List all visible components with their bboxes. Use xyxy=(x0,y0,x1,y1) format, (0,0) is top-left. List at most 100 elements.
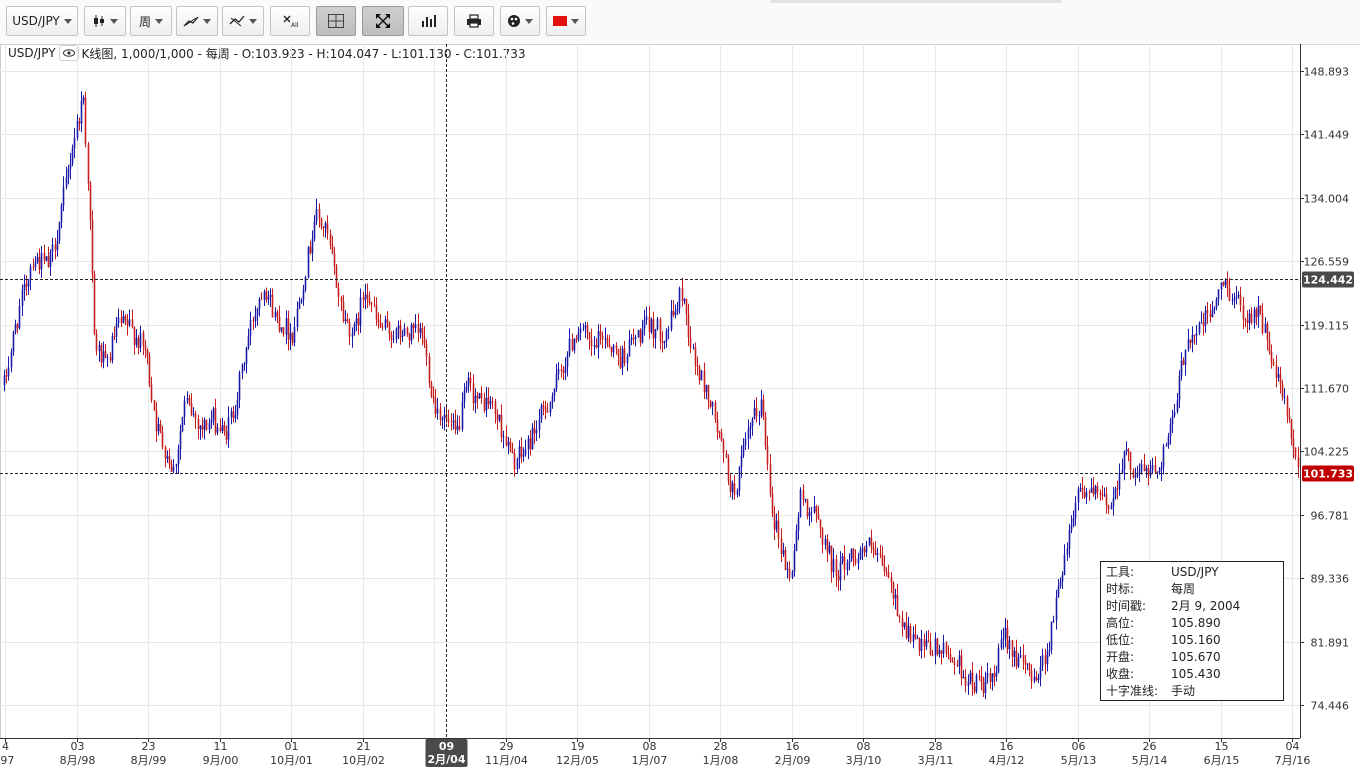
candlestick-icon xyxy=(94,15,104,27)
candle-body xyxy=(254,315,257,322)
indicators-dropdown[interactable] xyxy=(176,6,218,36)
candle-body xyxy=(918,638,921,652)
candle-body xyxy=(736,490,739,495)
x-tick-day: 28 xyxy=(929,740,943,753)
candle-body xyxy=(925,640,928,647)
candle-body xyxy=(639,330,642,343)
candle-body xyxy=(100,345,103,363)
candle-body xyxy=(124,316,127,321)
info-details: K线图, 1,000/1,000 - 每周 - O:103.923 - H:10… xyxy=(81,46,526,61)
candle-body xyxy=(120,317,123,323)
candle-body xyxy=(575,339,578,340)
candle-body xyxy=(1061,575,1064,582)
candle-body xyxy=(1017,657,1020,667)
candle-body xyxy=(1125,449,1128,452)
candle-body xyxy=(21,290,24,306)
candle-body xyxy=(412,324,415,328)
candle-body xyxy=(513,453,516,470)
candle-body xyxy=(630,338,633,340)
candle-body xyxy=(359,297,362,326)
candle-body xyxy=(920,639,923,651)
price-chart[interactable]: 148.893 141.449 134.004 126.559 119.115 111.6… xyxy=(0,44,1360,768)
candle-body xyxy=(392,339,395,340)
candle-body xyxy=(1107,505,1110,510)
candle-body xyxy=(201,425,204,430)
tooltip-row: 十字准线: 手动 xyxy=(1106,683,1283,700)
chevron-down-icon xyxy=(63,18,72,24)
candle-body xyxy=(1182,360,1185,365)
candle-body xyxy=(670,310,673,330)
candle-body xyxy=(1088,491,1091,493)
candle-body xyxy=(335,266,338,288)
candle-body xyxy=(1026,663,1029,665)
language-dropdown[interactable] xyxy=(546,6,586,36)
x-tick-month: 3月/11 xyxy=(918,754,954,767)
y-tick-label: 126.559 xyxy=(1304,256,1350,269)
fullscreen-button[interactable] xyxy=(362,6,404,36)
drawing-tools-dropdown[interactable] xyxy=(222,6,264,36)
candle-body xyxy=(1114,488,1117,499)
candle-body xyxy=(612,345,615,353)
candle-body xyxy=(106,357,109,359)
volume-button[interactable] xyxy=(408,6,448,36)
chart-type-dropdown[interactable] xyxy=(84,6,126,36)
candle-body xyxy=(403,328,406,336)
expand-icon xyxy=(376,14,390,28)
candle-body xyxy=(573,339,576,351)
settings-dropdown[interactable] xyxy=(500,6,540,36)
candle-body xyxy=(421,328,424,337)
crosshair-button[interactable] xyxy=(316,6,356,36)
candle-body xyxy=(214,408,217,433)
clear-all-button[interactable]: All xyxy=(270,6,310,36)
candle-body xyxy=(1279,374,1282,385)
candle-body xyxy=(414,323,417,328)
period-dropdown[interactable]: 周 xyxy=(130,6,172,36)
candle-body xyxy=(494,401,497,414)
candle-body xyxy=(18,306,21,328)
x-tick-day: 11 xyxy=(214,740,228,753)
candle-body xyxy=(313,221,316,239)
candle-body xyxy=(190,403,193,415)
candle-body xyxy=(597,331,600,348)
candle-body xyxy=(788,568,791,578)
bar-chart-icon xyxy=(422,15,436,27)
candle-body xyxy=(7,367,10,377)
candle-body xyxy=(260,299,263,301)
candle-body xyxy=(826,539,829,553)
candle-body xyxy=(1118,473,1121,490)
candle-body xyxy=(1074,502,1077,518)
candle-body xyxy=(62,187,65,206)
candle-body xyxy=(1121,469,1124,474)
candle-body xyxy=(659,319,662,342)
chart-info-line: USD/JPY K线图, 1,000/1,000 - 每周 - O:103.92… xyxy=(8,45,526,61)
candle-body xyxy=(137,337,140,349)
candle-body xyxy=(247,335,250,348)
tooltip-row: 收盘: 105.430 xyxy=(1106,666,1283,683)
candle-body xyxy=(476,395,479,399)
candle-body xyxy=(399,325,402,338)
candle-body xyxy=(447,418,450,422)
candle-body xyxy=(458,426,461,430)
candle-body xyxy=(417,323,420,333)
tooltip-row: 工具: USD/JPY xyxy=(1106,564,1283,581)
candle-body xyxy=(927,640,930,643)
y-tick-label: 104.225 xyxy=(1304,446,1350,459)
candle-body xyxy=(775,520,778,530)
candle-body xyxy=(245,347,248,364)
candle-body xyxy=(364,294,367,300)
candle-body xyxy=(817,513,820,520)
tooltip-key: 收盘: xyxy=(1106,667,1135,681)
candle-body xyxy=(1235,296,1238,298)
print-button[interactable] xyxy=(454,6,494,36)
symbol-dropdown[interactable]: USD/JPY xyxy=(6,6,78,36)
visibility-toggle[interactable] xyxy=(58,45,79,61)
candle-body xyxy=(865,544,868,553)
crosshair-date-label: 2月/04 xyxy=(428,753,466,766)
tooltip-key: 高位: xyxy=(1106,616,1135,630)
candle-body xyxy=(533,427,536,434)
candle-body xyxy=(381,327,384,328)
candle-body xyxy=(181,417,184,432)
candle-body xyxy=(929,642,932,654)
candle-body xyxy=(177,449,180,465)
x-tick-month: 5月/14 xyxy=(1132,754,1168,767)
